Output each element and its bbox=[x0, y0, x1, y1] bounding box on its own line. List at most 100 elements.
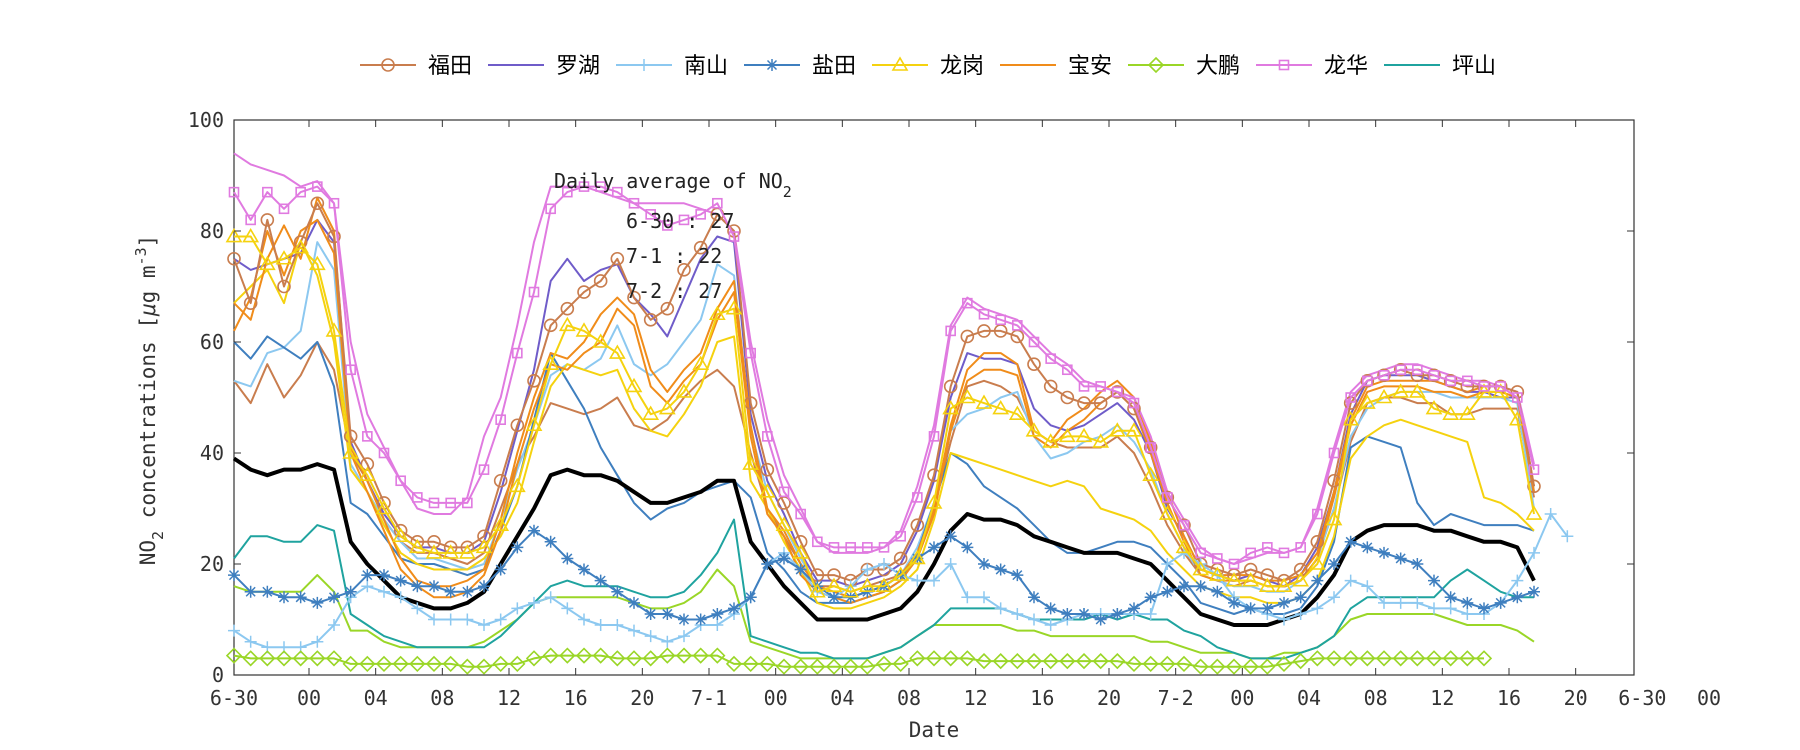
data-point bbox=[245, 586, 257, 598]
data-point bbox=[778, 552, 790, 564]
x-tick-label: 04 bbox=[364, 686, 388, 710]
x-tick-label: 7-2 bbox=[1158, 686, 1194, 710]
data-point bbox=[428, 580, 440, 592]
legend-item: 龙岗 bbox=[872, 54, 984, 79]
annotation-line-7-2: 7-2 : 27 bbox=[626, 279, 722, 303]
x-tick-label: 20 bbox=[1564, 686, 1588, 710]
data-point bbox=[1078, 608, 1090, 620]
data-point bbox=[1145, 591, 1157, 603]
legend-item: 罗湖 bbox=[488, 54, 600, 79]
data-point bbox=[545, 536, 557, 548]
data-point bbox=[278, 591, 290, 603]
data-point bbox=[1178, 580, 1190, 592]
data-point bbox=[295, 591, 307, 603]
data-point bbox=[1045, 602, 1057, 614]
annotation-line-6-30: 6-30 : 27 bbox=[626, 209, 734, 233]
data-point bbox=[1011, 569, 1023, 581]
data-point bbox=[766, 59, 778, 71]
data-point bbox=[395, 575, 407, 587]
x-tick-label: 08 bbox=[430, 686, 454, 710]
data-point bbox=[745, 591, 757, 603]
data-point bbox=[1511, 591, 1523, 603]
data-point bbox=[828, 591, 840, 603]
data-point bbox=[978, 558, 990, 570]
y-tick-label: 80 bbox=[200, 219, 224, 243]
annotation-line-7-1: 7-1 : 22 bbox=[626, 244, 722, 268]
legend-item: 大鹏 bbox=[1128, 54, 1240, 79]
data-point bbox=[228, 569, 240, 581]
legend-item: 龙华 bbox=[1256, 54, 1368, 79]
legend-label: 龙华 bbox=[1324, 54, 1368, 79]
data-point bbox=[1261, 602, 1273, 614]
x-tick-label: 7-1 bbox=[691, 686, 727, 710]
x-tick-label: 12 bbox=[497, 686, 521, 710]
data-point bbox=[1211, 586, 1223, 598]
data-point bbox=[495, 564, 507, 576]
data-point bbox=[1278, 597, 1290, 609]
data-point bbox=[628, 597, 640, 609]
data-point bbox=[761, 558, 773, 570]
x-tick-label: 6-30 bbox=[1618, 686, 1666, 710]
data-point bbox=[1195, 580, 1207, 592]
data-point bbox=[511, 541, 523, 553]
data-point bbox=[411, 580, 423, 592]
data-point bbox=[928, 541, 940, 553]
legend-label: 盐田 bbox=[812, 54, 856, 79]
data-point bbox=[1295, 591, 1307, 603]
data-point bbox=[995, 564, 1007, 576]
data-point bbox=[1445, 591, 1457, 603]
y-tick-label: 100 bbox=[188, 108, 224, 132]
data-point bbox=[1461, 597, 1473, 609]
plot-area: 0204060801006-30 00 04 08 12 16 20 7-1 00 04 08 12 1… bbox=[188, 108, 1721, 710]
data-point bbox=[638, 59, 650, 71]
data-point bbox=[1161, 586, 1173, 598]
x-tick-label: 16 bbox=[1030, 686, 1054, 710]
data-point bbox=[1495, 597, 1507, 609]
legend-item: 福田 bbox=[360, 54, 472, 79]
data-point bbox=[1345, 536, 1357, 548]
y-axis-label: NO2 concentrations [μg m-3] bbox=[132, 235, 167, 566]
legend-label: 福田 bbox=[428, 54, 472, 79]
data-point bbox=[678, 614, 690, 626]
data-point bbox=[345, 586, 357, 598]
data-point bbox=[728, 602, 740, 614]
y-tick-label: 60 bbox=[200, 330, 224, 354]
legend-label: 南山 bbox=[684, 54, 728, 79]
data-point bbox=[478, 580, 490, 592]
x-tick-label: 08 bbox=[1364, 686, 1388, 710]
y-tick-label: 0 bbox=[212, 663, 224, 687]
data-point bbox=[1128, 602, 1140, 614]
data-point bbox=[1378, 547, 1390, 559]
data-point bbox=[328, 591, 340, 603]
x-tick-label: 00 bbox=[1230, 686, 1254, 710]
data-point bbox=[611, 586, 623, 598]
x-tick-label: 00 bbox=[297, 686, 321, 710]
x-tick-label: 04 bbox=[830, 686, 854, 710]
legend-item: 南山 bbox=[616, 54, 728, 79]
legend-label: 大鹏 bbox=[1196, 54, 1240, 79]
data-point bbox=[311, 597, 323, 609]
data-point bbox=[445, 586, 457, 598]
data-point bbox=[1528, 586, 1540, 598]
legend-item: 宝安 bbox=[1000, 54, 1112, 79]
data-point bbox=[1328, 558, 1340, 570]
data-point bbox=[645, 608, 657, 620]
data-point bbox=[661, 608, 673, 620]
data-point bbox=[1395, 552, 1407, 564]
x-tick-label: 00 bbox=[764, 686, 788, 710]
x-tick-label: 08 bbox=[897, 686, 921, 710]
legend-label: 罗湖 bbox=[556, 54, 600, 79]
data-point bbox=[945, 530, 957, 542]
data-point bbox=[711, 608, 723, 620]
data-point bbox=[528, 525, 540, 537]
x-tick-label: 04 bbox=[1297, 686, 1321, 710]
data-point bbox=[695, 614, 707, 626]
data-point bbox=[795, 564, 807, 576]
data-point bbox=[1028, 591, 1040, 603]
data-point bbox=[261, 586, 273, 598]
x-tick-label: 12 bbox=[964, 686, 988, 710]
data-point bbox=[1095, 614, 1107, 626]
data-point bbox=[1245, 602, 1257, 614]
data-point bbox=[561, 552, 573, 564]
legend-item: 坪山 bbox=[1384, 54, 1496, 79]
